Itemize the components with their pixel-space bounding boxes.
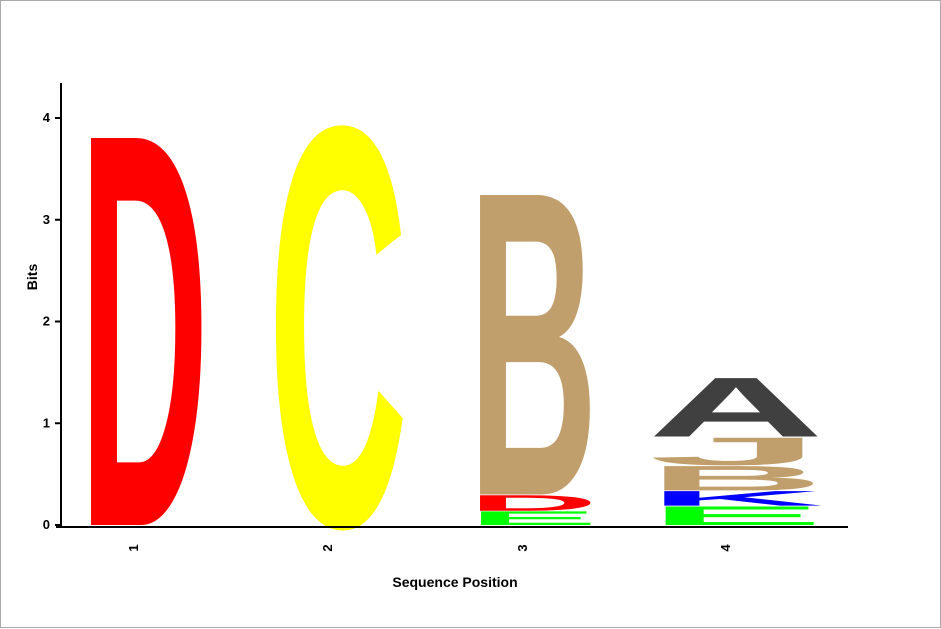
y-axis-title: Bits bbox=[24, 264, 40, 291]
logo-letter-c: C bbox=[268, 7, 408, 629]
logo-letter-k: K bbox=[648, 486, 824, 510]
y-tick-label: 3 bbox=[43, 212, 50, 227]
y-tick-label: 2 bbox=[43, 314, 50, 329]
x-axis-title: Sequence Position bbox=[392, 574, 517, 590]
logo-letter-j: J bbox=[648, 429, 824, 473]
x-tick-label: 2 bbox=[320, 544, 335, 551]
logo-letter-d: D bbox=[79, 17, 209, 629]
logo-letter-e: E bbox=[648, 501, 824, 531]
logo-letter-b: B bbox=[648, 458, 824, 498]
y-axis-ticks: 0 1 2 3 4 bbox=[43, 110, 61, 532]
y-tick-label: 1 bbox=[43, 415, 50, 430]
logo-letter-a: A bbox=[648, 360, 824, 455]
y-tick-label: 0 bbox=[43, 517, 50, 532]
logo-letter-e: E bbox=[468, 507, 598, 529]
x-tick-label: 3 bbox=[515, 544, 530, 551]
y-tick-label: 4 bbox=[43, 110, 51, 125]
x-axis-ticks: 1 2 3 4 bbox=[126, 544, 733, 552]
x-tick-label: 4 bbox=[718, 544, 733, 552]
logo-letter-b: B bbox=[468, 100, 598, 587]
x-tick-label: 1 bbox=[126, 544, 141, 551]
logo-letter-d: D bbox=[468, 490, 598, 515]
